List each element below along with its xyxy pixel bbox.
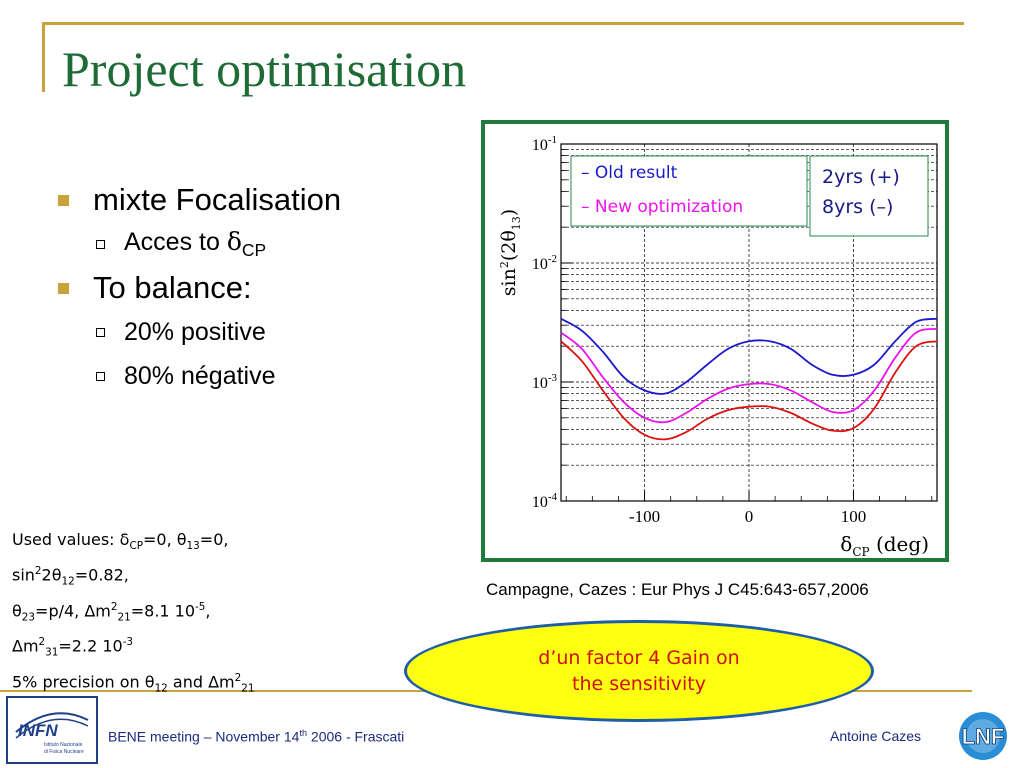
- infn-logo-icon: INFN Istituto Nazionale di Fisica Nuclea…: [15, 712, 89, 755]
- note-line: 8yrs (–): [822, 196, 893, 218]
- title-accent-line: [42, 22, 45, 92]
- svg-text:INFN: INFN: [18, 721, 58, 740]
- bullet-text: 80% négative: [124, 361, 276, 390]
- note-line: 2yrs (+): [822, 166, 900, 188]
- bullet-text: mixte Focalisation: [93, 182, 342, 217]
- bullet-text: 20% positive: [124, 317, 266, 346]
- highlight-callout: d’un factor 4 Gain on the sensitivity: [404, 620, 874, 722]
- hollow-square-bullet-icon: [96, 371, 105, 381]
- sensitivity-chart: -100 0 100 10-4 10-3 10-2 10-1 δCP (deg) sin2(2θ…: [498, 134, 938, 559]
- lnf-logo-icon: LNF: [959, 712, 1007, 760]
- used-values-line: Δm231=2.2 10-3: [12, 636, 134, 659]
- series-line: [560, 317, 938, 395]
- sub-bullet-item: Acces to δCP: [58, 222, 458, 266]
- y-tick-label: 10-4: [532, 491, 558, 511]
- y-axis-label: sin2(2θ13): [498, 209, 523, 296]
- highlight-text: d’un factor 4 Gain on the sensitivity: [538, 647, 740, 695]
- slide-title: Project optimisation: [62, 41, 467, 97]
- legend-entry: – New optimization: [581, 197, 743, 217]
- bullet-text: Acces to δCP: [124, 227, 267, 260]
- reference-citation: Campagne, Cazes : Eur Phys J C45:643-657…: [486, 580, 869, 599]
- series-line: [560, 327, 938, 424]
- x-tick-label: 100: [841, 507, 867, 526]
- x-tick-label: 0: [745, 507, 754, 526]
- legend-entry: – Old result: [581, 163, 678, 183]
- bullet-item: To balance:: [58, 266, 458, 310]
- svg-text:LNF: LNF: [962, 724, 1005, 749]
- square-bullet-icon: [58, 282, 69, 294]
- bullet-text: To balance:: [93, 270, 252, 305]
- lnf-logo: LNF: [946, 710, 1020, 762]
- legend-box: [570, 155, 808, 227]
- bullet-list: mixte Focalisation Acces to δCP To balan…: [58, 178, 458, 398]
- bullet-item: mixte Focalisation: [58, 178, 458, 222]
- used-values-line: Used values: δCP=0, θ13=0,: [12, 530, 229, 553]
- svg-text:Istituto Nazionale: Istituto Nazionale: [44, 742, 83, 748]
- footer-author: Antoine Cazes: [830, 728, 922, 744]
- top-divider: [42, 22, 964, 25]
- x-tick-label: -100: [629, 507, 660, 526]
- y-tick-label: 10-2: [532, 253, 557, 273]
- hollow-square-bullet-icon: [96, 239, 105, 249]
- used-values: Used values: δCP=0, θ13=0, sin22θ12=0.82…: [12, 527, 254, 701]
- y-tick-label: 10-1: [532, 134, 557, 154]
- plot-frame: -100 0 100 10-4 10-3 10-2 10-1 δCP (deg) sin2(2θ…: [481, 120, 949, 562]
- sub-bullet-item: 20% positive: [58, 310, 458, 354]
- series-line: [560, 340, 938, 441]
- used-values-line: 5% precision on θ12 and Δm221: [12, 671, 255, 695]
- hollow-square-bullet-icon: [96, 327, 105, 337]
- x-axis-label: δCP (deg): [840, 532, 929, 558]
- used-values-line: sin22θ12=0.82,: [12, 565, 129, 588]
- y-tick-label: 10-3: [532, 372, 558, 392]
- square-bullet-icon: [58, 194, 69, 206]
- footer-meeting: BENE meeting – November 14th 2006 - Fras…: [108, 728, 405, 745]
- sub-bullet-item: 80% négative: [58, 354, 458, 398]
- note-box: [809, 155, 929, 237]
- used-values-line: θ23=p/4, Δm221=8.1 10-5,: [12, 600, 211, 624]
- svg-text:di Fisica Nucleare: di Fisica Nucleare: [44, 749, 84, 755]
- infn-logo: INFN Istituto Nazionale di Fisica Nuclea…: [6, 696, 98, 764]
